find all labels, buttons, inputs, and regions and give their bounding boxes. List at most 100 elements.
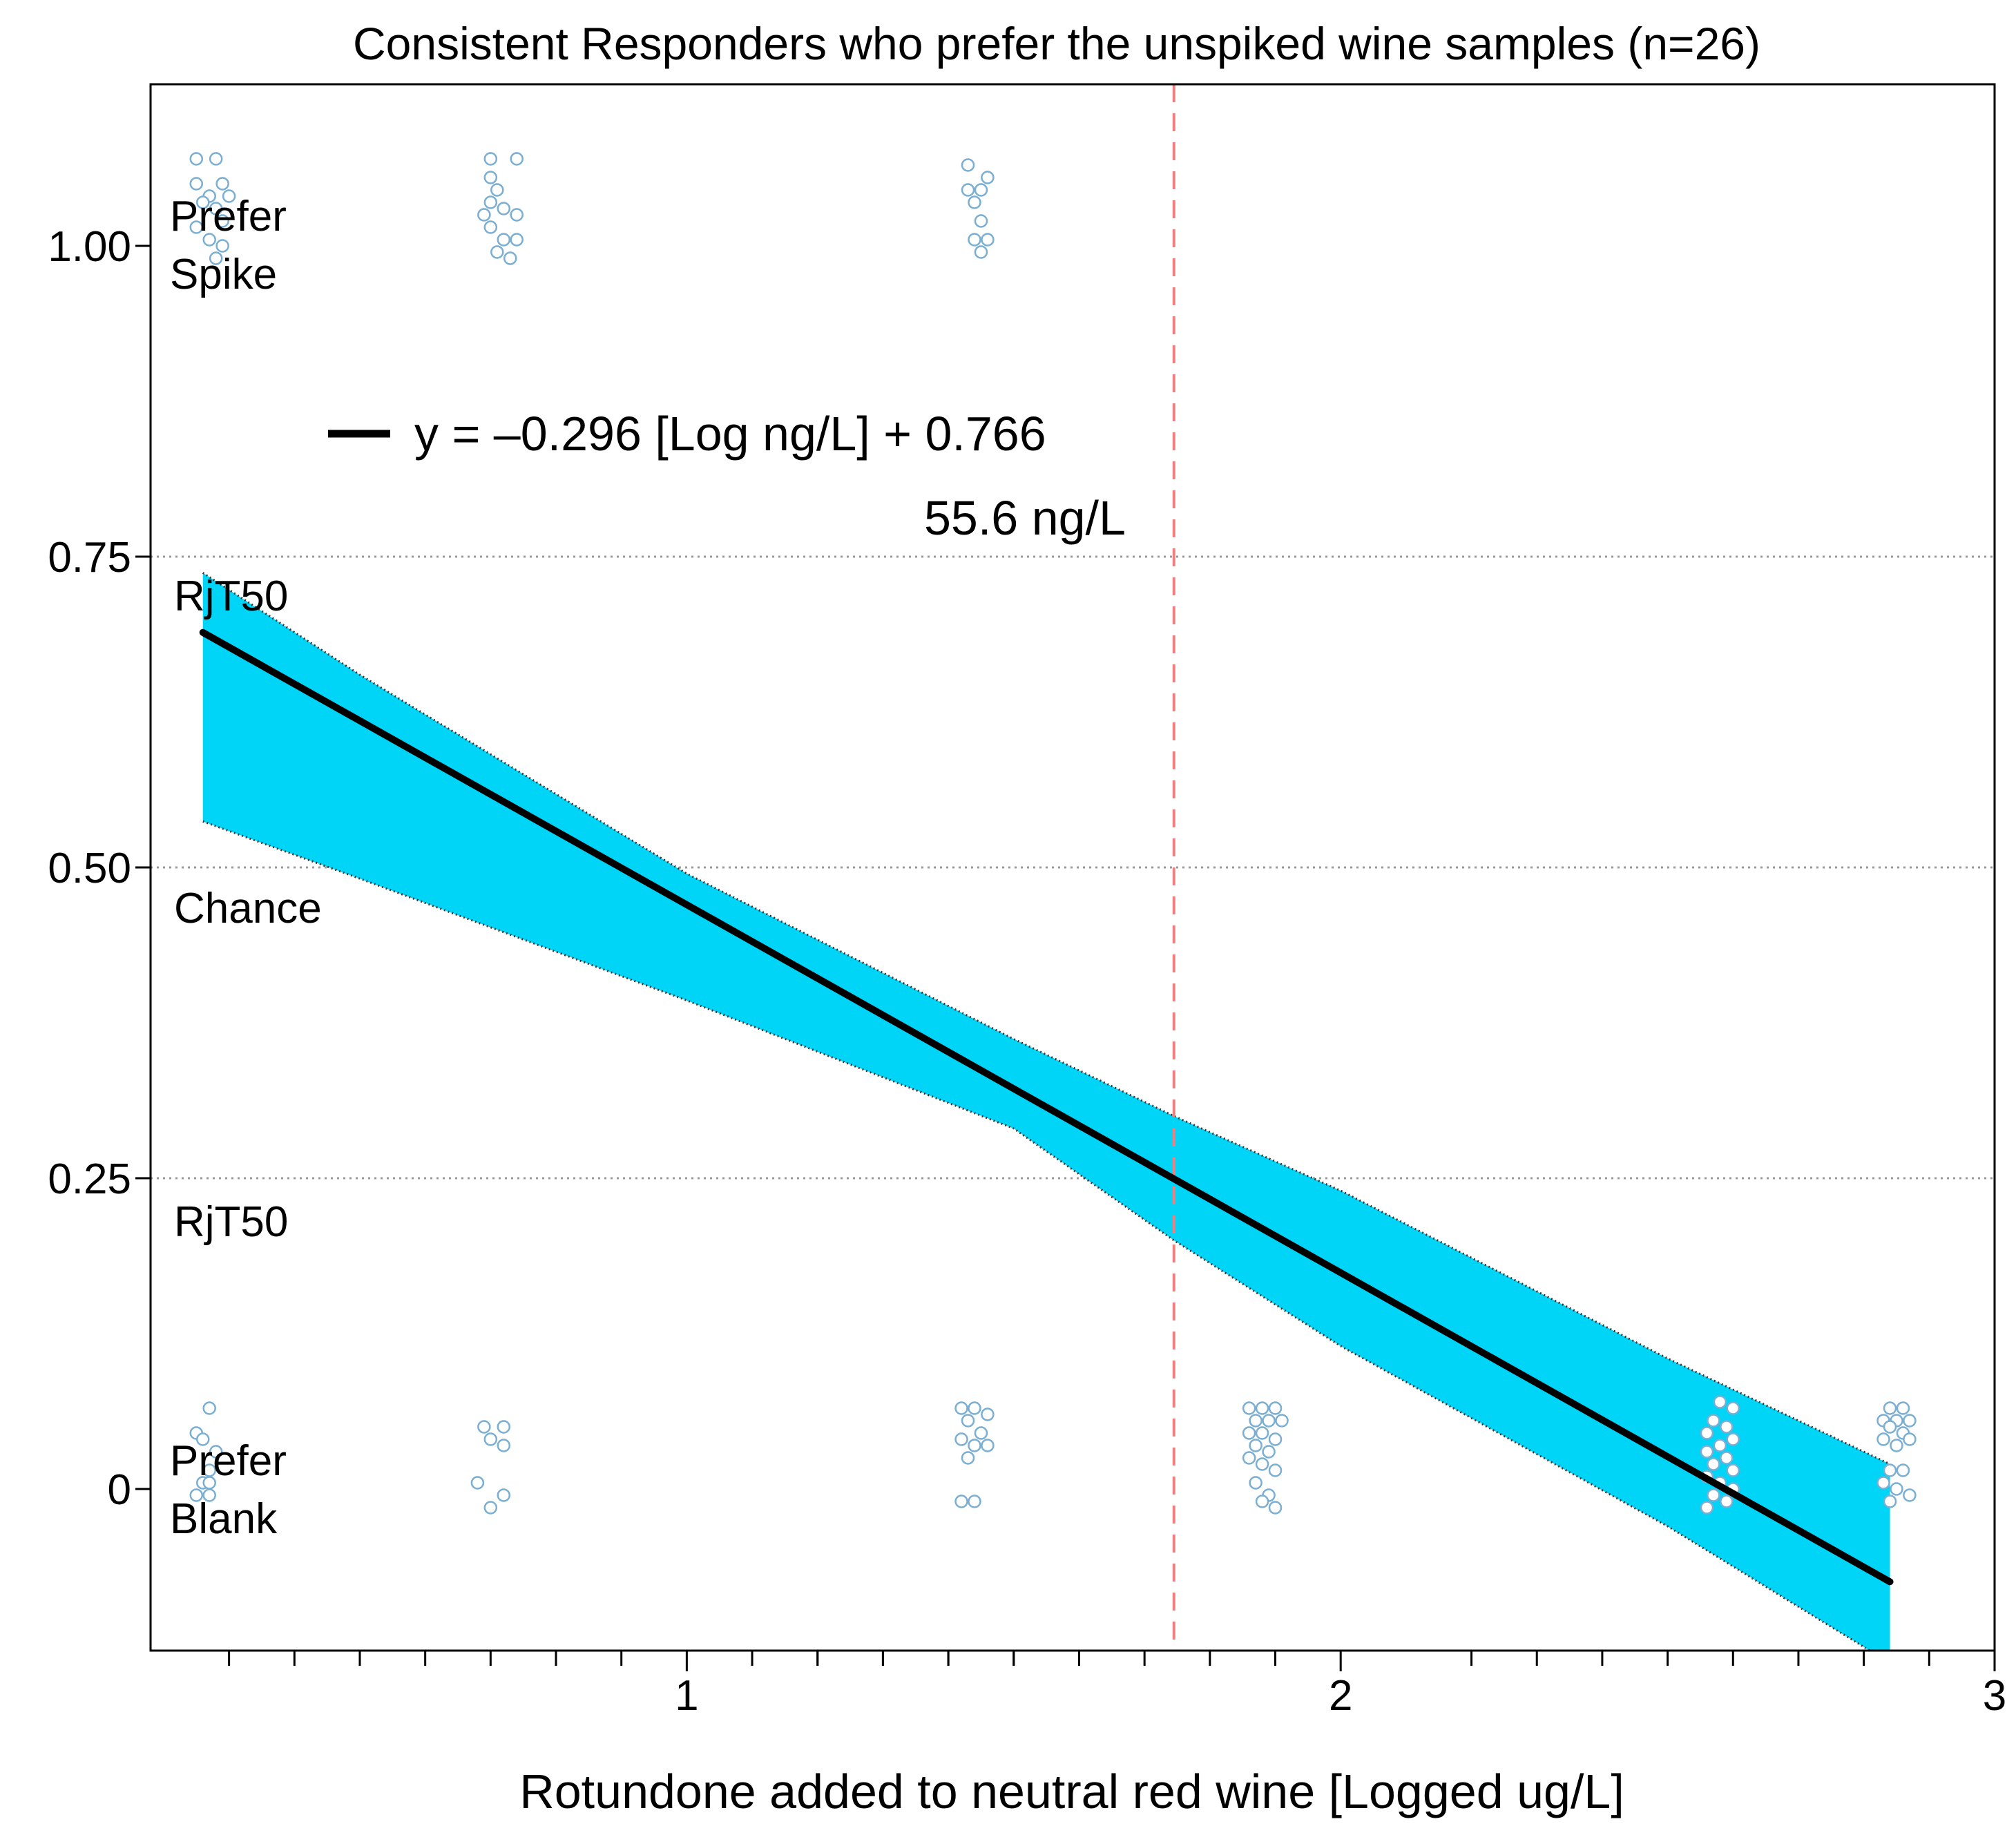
data-point <box>968 233 981 247</box>
data-point <box>981 1439 995 1452</box>
data-point <box>1242 1401 1256 1415</box>
data-point <box>490 183 504 197</box>
data-point <box>1700 1445 1714 1459</box>
x-tick-label: 2 <box>1329 1672 1352 1720</box>
data-point <box>195 195 210 209</box>
y-tick-label: 0.25 <box>48 1155 131 1203</box>
data-point <box>510 152 524 166</box>
data-point <box>477 1420 491 1434</box>
y-tick-label: 0.75 <box>48 534 131 582</box>
y-tick-label: 0 <box>108 1466 131 1514</box>
prefer-blank-line2: Blank <box>170 1495 278 1543</box>
data-point <box>1268 1432 1283 1446</box>
data-point <box>483 220 498 234</box>
data-point <box>1249 1476 1263 1490</box>
data-point <box>483 171 498 184</box>
regression-layer <box>199 628 1894 1586</box>
data-point <box>497 233 511 247</box>
data-point <box>1700 1426 1714 1440</box>
data-point <box>1268 1501 1283 1515</box>
data-point <box>1268 1401 1283 1415</box>
data-point <box>202 1401 216 1415</box>
data-point <box>961 158 975 172</box>
data-point <box>497 202 511 215</box>
data-point <box>189 220 204 234</box>
confidence-band <box>202 573 1890 1651</box>
data-point <box>1726 1463 1740 1477</box>
data-point <box>1890 1439 1903 1452</box>
data-point <box>974 183 988 197</box>
data-point <box>1255 1401 1269 1415</box>
data-point <box>1896 1401 1910 1415</box>
data-point <box>1876 1476 1890 1490</box>
y-tick-label: 0.50 <box>48 845 131 892</box>
data-point <box>1876 1432 1890 1446</box>
data-point <box>510 208 524 222</box>
data-point <box>1903 1414 1917 1428</box>
data-point <box>1896 1463 1910 1477</box>
rjt50-lower-label: RjT50 <box>174 1198 288 1246</box>
data-point <box>209 251 223 265</box>
data-point <box>1726 1401 1740 1415</box>
data-point <box>483 152 498 166</box>
data-point <box>1883 1463 1897 1477</box>
y-tick-label: 1.00 <box>48 223 131 271</box>
data-point <box>222 189 236 203</box>
data-point <box>189 152 204 166</box>
data-point <box>1883 1495 1897 1508</box>
data-point <box>1890 1482 1903 1496</box>
rjt50-upper-label: RjT50 <box>174 573 288 620</box>
x-axis: 1 2 3 <box>228 1651 2006 1720</box>
data-point <box>981 1408 995 1421</box>
data-point <box>215 214 229 228</box>
confidence-band-lower-edge <box>202 820 1872 1651</box>
data-point <box>954 1495 968 1508</box>
prefer-spike-line2: Spike <box>170 251 277 298</box>
data-point <box>215 239 229 253</box>
data-point <box>1713 1395 1727 1409</box>
data-point <box>209 202 223 215</box>
data-point <box>968 1439 981 1452</box>
data-point <box>202 1488 216 1502</box>
data-point <box>189 177 204 191</box>
data-point <box>1255 1495 1269 1508</box>
data-point <box>961 183 975 197</box>
data-point <box>477 208 491 222</box>
data-point <box>1903 1488 1917 1502</box>
data-point <box>974 245 988 259</box>
data-point <box>189 1488 204 1502</box>
data-point <box>1720 1420 1734 1434</box>
data-point <box>1883 1420 1897 1434</box>
data-point <box>1726 1432 1740 1446</box>
data-point <box>1707 1414 1720 1428</box>
data-point <box>1249 1414 1263 1428</box>
data-point <box>1903 1432 1917 1446</box>
data-point <box>1707 1488 1720 1502</box>
region-annotations: Prefer Spike RjT50 Chance RjT50 Prefer B… <box>170 193 322 1543</box>
data-point <box>202 233 216 247</box>
data-point <box>497 1420 511 1434</box>
y-axis: 0 0.25 0.50 0.75 1.00 <box>48 223 151 1514</box>
data-point <box>1268 1463 1283 1477</box>
data-point <box>497 1439 511 1452</box>
regression-line <box>199 628 1894 1586</box>
reference-lines <box>151 555 1995 1180</box>
data-point <box>974 214 988 228</box>
chart-title: Consistent Responders who prefer the uns… <box>353 18 1760 69</box>
data-point <box>510 233 524 247</box>
prefer-blank-line1: Prefer <box>170 1437 287 1485</box>
x-tick-label: 3 <box>1983 1672 2006 1720</box>
legend: y = –0.296 [Log ng/L] + 0.766 <box>328 407 1046 461</box>
data-point <box>483 1501 498 1515</box>
data-point <box>1883 1401 1897 1415</box>
data-point <box>209 1445 223 1459</box>
data-point <box>503 251 517 265</box>
x-axis-label: Rotundone added to neutral red wine [Log… <box>519 1765 1624 1818</box>
data-point <box>1707 1457 1720 1471</box>
data-point <box>981 233 995 247</box>
data-point <box>470 1476 485 1490</box>
data-point <box>209 152 223 166</box>
data-point <box>1262 1414 1276 1428</box>
confidence-band-upper-edge <box>202 572 1891 1466</box>
